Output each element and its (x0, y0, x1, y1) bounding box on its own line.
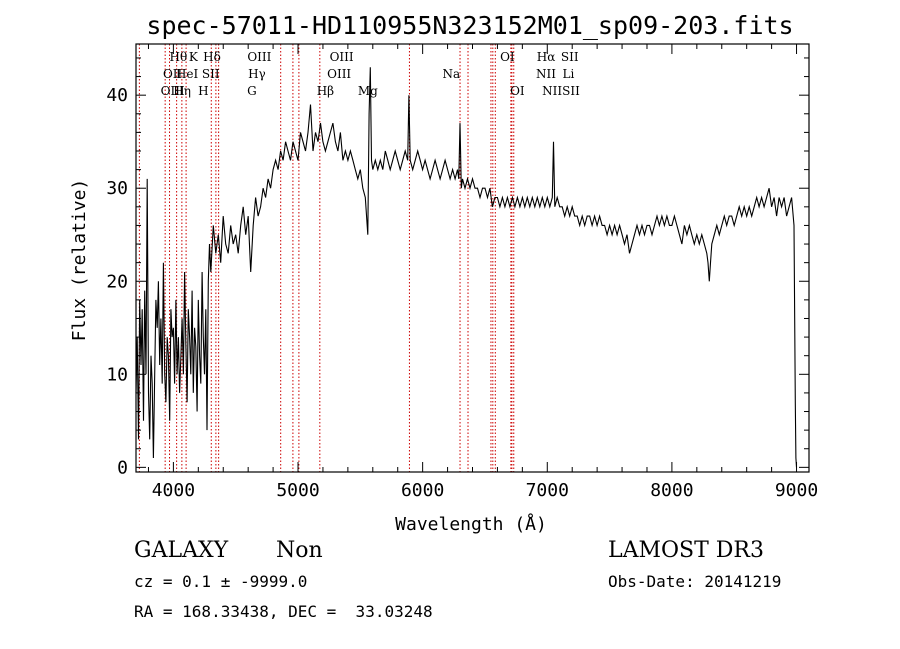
marker-label-17: OI (500, 50, 515, 64)
marker-label-4: Hδ (203, 50, 221, 64)
x-axis-label: Wavelength (Å) (395, 513, 547, 535)
spectral-line-markers (138, 44, 515, 472)
x-tick-label-3: 7000 (526, 480, 569, 501)
marker-label-18: OI (510, 84, 525, 98)
ra-dec-line: RA = 168.33438, DEC = 33.03248 (134, 602, 433, 621)
chart-title: spec-57011-HD110955N323152M01_sp09-203.f… (146, 11, 793, 40)
marker-label-19: Hα (537, 50, 556, 64)
x-tick-label-1: 5000 (276, 480, 319, 501)
marker-label-2: Hθ (170, 50, 188, 64)
marker-label-10: H (198, 84, 208, 98)
object-class-label: GALAXY (134, 538, 229, 563)
marker-label-0: OII (163, 67, 183, 81)
marker-label-6: HeI (176, 67, 199, 81)
marker-label-11: G (247, 84, 257, 98)
x-axis: 4000 5000 6000 7000 8000 9000 (147, 44, 818, 501)
marker-label-1: OIII (161, 84, 185, 98)
flux-series-line (135, 67, 798, 468)
y-axis: 0 10 20 30 40 (106, 57, 809, 478)
marker-label-9: Hη (173, 84, 191, 98)
marker-label-5: OIII (247, 50, 271, 64)
marker-label-15: Mg (358, 84, 378, 98)
x-tick-label-5: 9000 (775, 480, 818, 501)
y-axis-label: Flux (relative) (69, 179, 90, 342)
survey-label: LAMOST DR3 (608, 538, 764, 563)
x-tick-label-2: 6000 (401, 480, 444, 501)
y-tick-label-4: 40 (106, 85, 128, 106)
object-subclass-label: Non (276, 538, 323, 563)
x-tick-label-4: 8000 (650, 480, 693, 501)
marker-label-13: OIII (327, 67, 351, 81)
y-tick-label-2: 20 (106, 271, 128, 292)
marker-label-7: SII (202, 67, 220, 81)
marker-label-14: Hβ (317, 84, 334, 98)
marker-label-23: NIISII (542, 84, 580, 98)
y-tick-label-0: 0 (117, 457, 128, 478)
y-tick-label-1: 10 (106, 364, 128, 385)
marker-label-21: NII (536, 67, 556, 81)
marker-label-12: OIII (330, 50, 354, 64)
marker-label-22: Li (563, 67, 575, 81)
marker-label-20: SII (561, 50, 579, 64)
marker-label-16: Na (442, 67, 460, 81)
redshift-line: cz = 0.1 ± -9999.0 (134, 572, 308, 591)
plot-frame (135, 43, 810, 473)
y-tick-label-3: 30 (106, 178, 128, 199)
marker-label-8: Hγ (248, 67, 266, 81)
x-tick-label-0: 4000 (152, 480, 195, 501)
obs-date-line: Obs-Date: 20141219 (608, 572, 782, 591)
marker-label-3: K (189, 50, 199, 64)
